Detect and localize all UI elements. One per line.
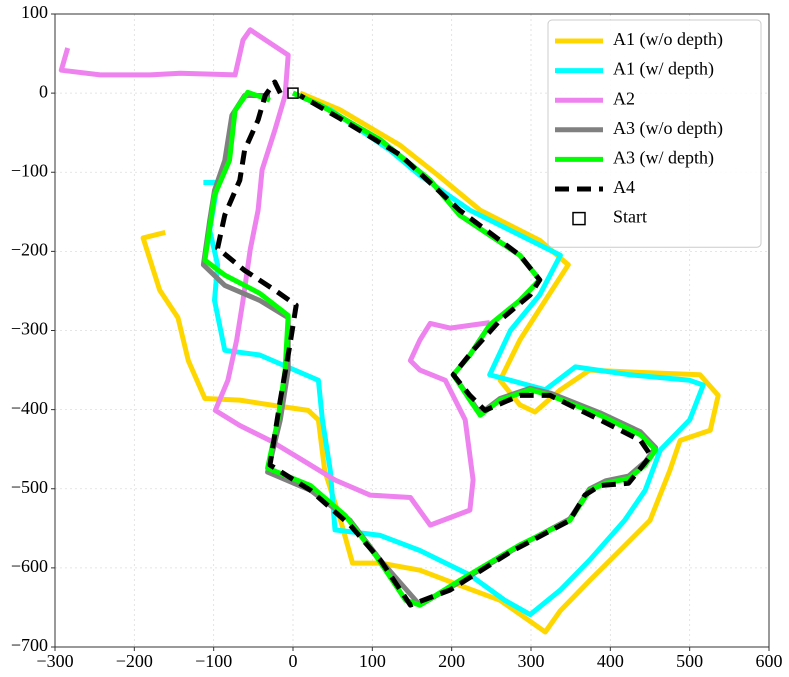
- y-tick-label: −100: [11, 160, 48, 180]
- x-tick-label: 500: [676, 651, 703, 671]
- x-tick-label: −100: [195, 651, 232, 671]
- legend: A1 (w/o depth) A1 (w/ depth) A2 A3 (w/o dep…: [547, 19, 762, 248]
- x-tick-label: 400: [597, 651, 624, 671]
- plot-area: [58, 27, 721, 635]
- legend-swatch: [572, 211, 586, 226]
- legend-label: A1 (w/ depth): [613, 59, 714, 80]
- legend-label: A4: [613, 177, 635, 197]
- x-tick-label: 100: [359, 651, 386, 671]
- y-tick-label: −200: [11, 240, 48, 260]
- trajectory-line: [58, 27, 491, 528]
- y-tick-label: 0: [39, 81, 48, 101]
- trajectory-line: [140, 90, 721, 635]
- legend-label: A2: [613, 88, 635, 108]
- start-marker: [287, 87, 299, 99]
- y-tick-label: −500: [11, 477, 48, 497]
- y-tick-label: −300: [11, 319, 48, 339]
- y-tick-label: −400: [11, 398, 48, 418]
- y-tick-label: −600: [11, 556, 48, 576]
- y-tick-label: −700: [11, 635, 48, 655]
- x-tick-label: −200: [116, 651, 153, 671]
- axes: −300 −200 −100 0 100 200 300 400 500 600 −700 −600 −…: [11, 2, 783, 671]
- trajectory-line: [203, 90, 706, 618]
- legend-label: A3 (w/o depth): [613, 118, 723, 139]
- x-tick-label: 600: [756, 651, 783, 671]
- x-tick-label: −300: [36, 651, 73, 671]
- legend-label: A3 (w/ depth): [613, 148, 714, 169]
- x-tick-label: 0: [289, 651, 298, 671]
- legend-label: A1 (w/o depth): [613, 29, 723, 50]
- legend-label: Start: [613, 207, 647, 227]
- x-tick-label: 200: [438, 651, 465, 671]
- y-tick-label: 100: [21, 2, 48, 22]
- trajectory-line: [215, 79, 654, 608]
- x-tick-label: 300: [518, 651, 545, 671]
